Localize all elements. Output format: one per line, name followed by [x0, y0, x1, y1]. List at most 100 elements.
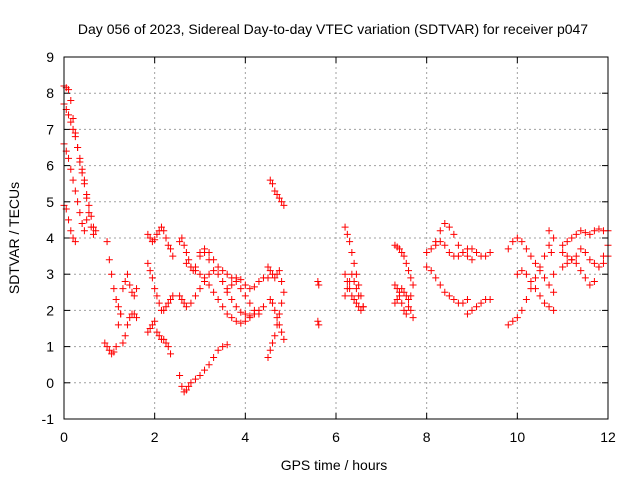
- data-point: [162, 339, 170, 347]
- data-point: [518, 238, 526, 246]
- data-point: [395, 245, 403, 253]
- data-point: [346, 238, 354, 246]
- data-point: [463, 296, 471, 304]
- data-point: [271, 274, 279, 282]
- data-point: [223, 288, 231, 296]
- data-point: [266, 346, 274, 354]
- data-point: [577, 267, 585, 275]
- data-point: [157, 223, 165, 231]
- data-point: [343, 230, 351, 238]
- data-point: [568, 256, 576, 264]
- data-point: [103, 343, 111, 351]
- data-point: [80, 176, 88, 184]
- data-point: [568, 234, 576, 242]
- data-point: [341, 223, 349, 231]
- data-point: [228, 281, 236, 289]
- data-point: [266, 267, 274, 275]
- data-point: [586, 230, 594, 238]
- data-point: [504, 321, 512, 329]
- data-point: [205, 361, 213, 369]
- data-point: [123, 321, 131, 329]
- data-point: [343, 285, 351, 293]
- data-point: [595, 263, 603, 271]
- data-point: [581, 229, 589, 237]
- data-point: [348, 270, 356, 278]
- x-tick-label: 0: [60, 429, 68, 445]
- data-point: [550, 234, 558, 242]
- data-point: [237, 308, 245, 316]
- data-point: [518, 306, 526, 314]
- data-point: [275, 310, 283, 318]
- series-ak: [559, 225, 612, 249]
- data-point: [214, 270, 222, 278]
- data-point: [477, 299, 485, 307]
- data-point: [550, 270, 558, 278]
- data-point: [273, 191, 281, 199]
- data-point: [473, 248, 481, 256]
- data-point: [167, 350, 175, 358]
- data-point: [196, 285, 204, 293]
- data-point: [167, 245, 175, 253]
- data-point: [126, 281, 134, 289]
- data-point: [237, 276, 245, 284]
- data-point: [391, 299, 399, 307]
- data-point: [459, 248, 467, 256]
- data-point: [599, 259, 607, 267]
- data-point: [187, 263, 195, 271]
- data-point: [85, 201, 93, 209]
- data-point: [146, 267, 154, 275]
- data-point: [112, 296, 120, 304]
- data-point: [148, 274, 156, 282]
- data-point: [441, 220, 449, 228]
- series-m: [176, 234, 213, 275]
- data-point: [550, 306, 558, 314]
- data-point: [482, 252, 490, 260]
- data-point: [518, 267, 526, 275]
- data-point: [350, 296, 358, 304]
- data-point: [273, 314, 281, 322]
- data-point: [112, 343, 120, 351]
- y-tick-label: 2: [46, 302, 54, 318]
- data-point: [176, 238, 184, 246]
- series-s: [264, 263, 286, 285]
- data-point: [162, 234, 170, 242]
- data-point: [398, 299, 406, 307]
- data-point: [280, 335, 288, 343]
- data-point: [402, 310, 410, 318]
- data-point: [559, 241, 567, 249]
- data-point: [266, 296, 274, 304]
- data-point: [196, 372, 204, 380]
- data-point: [393, 296, 401, 304]
- data-point: [219, 343, 227, 351]
- series-k: [144, 317, 175, 358]
- data-point: [167, 296, 175, 304]
- data-point: [572, 259, 580, 267]
- data-point: [541, 274, 549, 282]
- data-point: [409, 314, 417, 322]
- data-point: [357, 306, 365, 314]
- data-point: [463, 310, 471, 318]
- data-point: [545, 227, 553, 235]
- data-point: [105, 346, 113, 354]
- data-point: [69, 176, 77, 184]
- data-point: [577, 227, 585, 235]
- data-point: [468, 256, 476, 264]
- data-point: [103, 238, 111, 246]
- data-point: [563, 259, 571, 267]
- data-point: [577, 245, 585, 253]
- data-point: [108, 270, 116, 278]
- data-point: [71, 187, 79, 195]
- series-am: [559, 245, 612, 271]
- data-point: [155, 332, 163, 340]
- data-point: [185, 256, 193, 264]
- series-aa: [391, 285, 417, 322]
- data-point: [513, 314, 521, 322]
- data-point: [559, 263, 567, 271]
- data-point: [405, 296, 413, 304]
- data-point: [572, 230, 580, 238]
- data-point: [445, 292, 453, 300]
- data-point: [232, 274, 240, 282]
- data-point: [201, 245, 209, 253]
- data-point: [445, 248, 453, 256]
- data-point: [178, 382, 186, 390]
